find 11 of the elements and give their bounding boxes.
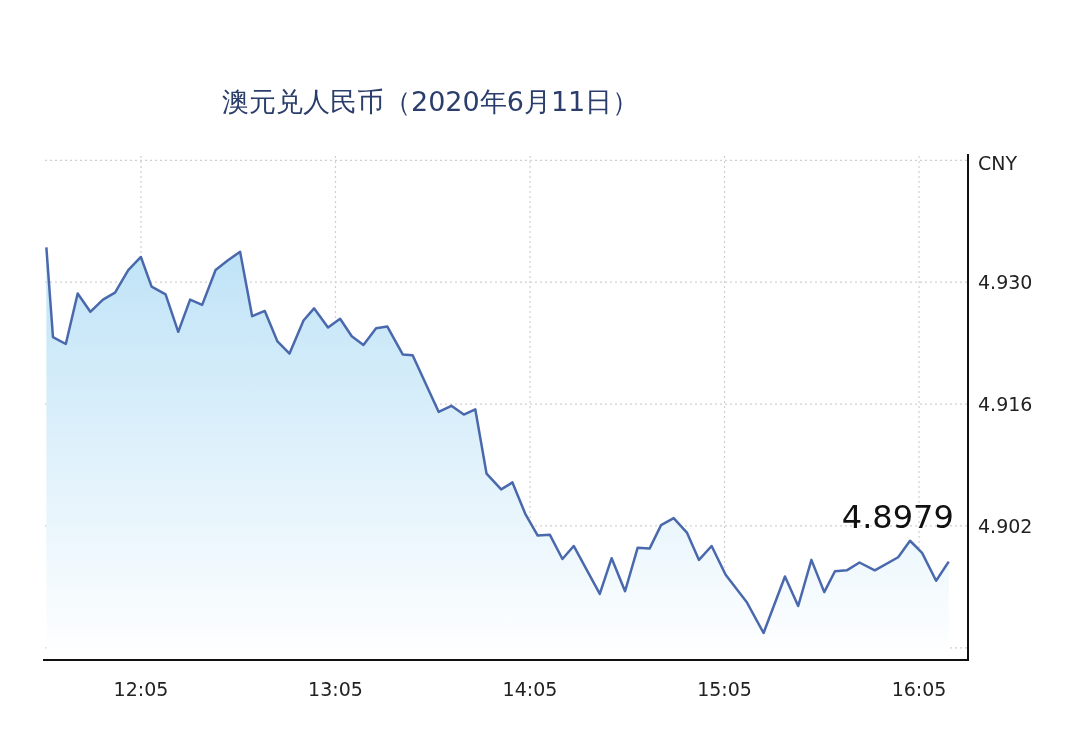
y-tick-label: 4.916 [978, 393, 1033, 416]
x-tick-label: 14:05 [502, 678, 558, 700]
chart-title: 澳元兑人民币（2020年6月11日） [222, 86, 640, 117]
x-tick-label: 12:05 [113, 678, 169, 700]
x-tick-label: 15:05 [697, 678, 752, 700]
x-tick-label: 13:05 [308, 678, 363, 700]
y-axis-title: CNY [978, 152, 1018, 174]
x-tick-label: 16:05 [891, 678, 947, 700]
y-tick-label: 4.902 [978, 514, 1033, 537]
annotation: 4.8979 [841, 497, 954, 536]
y-tick-label: 4.930 [978, 271, 1033, 294]
